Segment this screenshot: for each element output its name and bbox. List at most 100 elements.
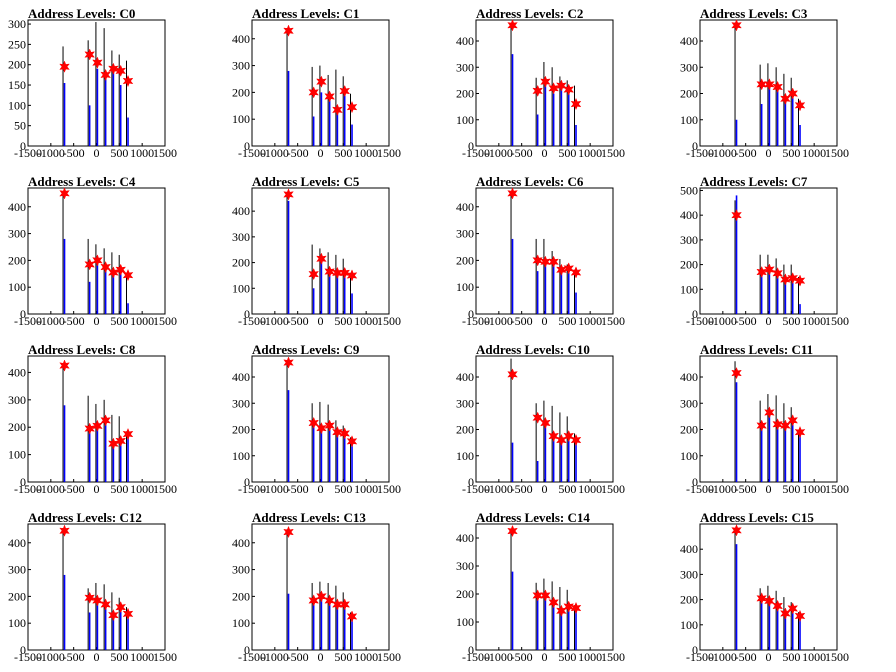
- x-tick-label: -1000: [261, 482, 289, 496]
- y-tick-label: 300: [232, 59, 250, 73]
- chart-svg: Address Levels: C4-1500-1000-500 0 500 1000…: [8, 174, 177, 328]
- peak-marker: [764, 594, 775, 608]
- x-tick-label: -1500: [14, 146, 42, 160]
- chart-panel: Address Levels: C13 -1500 -1000 -500 0 500 100…: [224, 504, 448, 672]
- peak-marker: [346, 269, 358, 282]
- peak-marker: [59, 60, 70, 73]
- x-tick-label: 0: [766, 314, 772, 328]
- x-tick-label: 1500: [825, 650, 849, 664]
- y-tick-label: 400: [456, 370, 474, 384]
- x-tick-label: 0: [318, 314, 324, 328]
- x-tick-label: -1500: [14, 314, 42, 328]
- x-tick-label: 500: [110, 314, 128, 328]
- peak-marker: [332, 103, 343, 116]
- x-tick-label: 500: [558, 314, 576, 328]
- peak-marker: [556, 604, 567, 617]
- chart-svg: Address Levels: C10-1500-1000-500 0 500 100…: [456, 342, 625, 496]
- x-tick-label: 1000: [802, 650, 826, 664]
- x-tick-label: -500: [63, 482, 85, 496]
- chart-title: Address Levels: C6: [476, 174, 584, 189]
- peak-marker: [59, 187, 70, 200]
- x-tick-label: 1500: [601, 650, 625, 664]
- plot-frame: [699, 187, 838, 315]
- x-tick-label: 0: [766, 650, 772, 664]
- y-tick-label: 100: [456, 449, 474, 463]
- y-tick-label: 200: [8, 253, 26, 267]
- peak-marker: [563, 262, 575, 275]
- x-tick-label: -1500: [686, 146, 714, 160]
- y-tick-label: 100: [232, 281, 250, 295]
- peak-marker: [556, 433, 567, 447]
- chart-title: Address Levels: C14: [476, 510, 590, 525]
- x-tick-label: -500: [63, 146, 85, 160]
- chart-panel: Address Levels: C0 -1500 -1000 -500 0 500 1000…: [0, 0, 224, 168]
- peak-marker: [316, 422, 327, 435]
- x-tick-label: 0: [542, 482, 548, 496]
- y-tick-label: 300: [456, 396, 474, 410]
- y-tick-label: 0: [692, 475, 698, 489]
- chart-panel: Address Levels: C4 -1500 -1000 -500 0 500 1000…: [0, 168, 224, 336]
- peak-marker: [59, 359, 70, 372]
- peak-marker: [332, 266, 343, 280]
- plot-frame: [27, 523, 166, 651]
- peak-marker: [787, 414, 799, 427]
- chart-title: Address Levels: C13: [252, 510, 366, 525]
- peak-marker: [756, 78, 767, 91]
- y-tick-label: 100: [680, 449, 698, 463]
- chart-panel: Address Levels: C15 -1500 -1000 -500 0 500 100…: [672, 504, 896, 672]
- y-tick-label: 400: [456, 34, 474, 48]
- x-tick-label: 1000: [802, 314, 826, 328]
- x-tick-label: 0: [766, 146, 772, 160]
- y-tick-label: 300: [232, 396, 250, 410]
- x-tick-label: -1500: [14, 650, 42, 664]
- y-tick-label: 300: [456, 559, 474, 573]
- y-tick-label: 0: [468, 307, 474, 321]
- x-tick-label: 500: [558, 482, 576, 496]
- plot-frame: [27, 187, 166, 315]
- peak-marker: [283, 525, 294, 539]
- x-tick-label: 1500: [377, 650, 401, 664]
- peak-marker: [316, 252, 327, 265]
- x-tick-label: -1500: [462, 650, 490, 664]
- y-tick-label: 200: [232, 256, 250, 270]
- x-tick-label: 1000: [578, 650, 602, 664]
- x-tick-label: 500: [334, 314, 352, 328]
- x-tick-label: 1500: [377, 146, 401, 160]
- chart-svg: Address Levels: C5-1500-1000-500 0 500 1000…: [232, 174, 401, 328]
- chart-svg: Address Levels: C2-1500-1000-500 0 500 1000…: [456, 6, 625, 160]
- x-tick-label: -1500: [238, 650, 266, 664]
- y-tick-label: 0: [244, 475, 250, 489]
- x-tick-label: -1000: [709, 314, 737, 328]
- peak-marker: [540, 589, 551, 602]
- x-tick-label: -500: [735, 146, 757, 160]
- chart-svg: Address Levels: C7-1500-1000-500 0 500 1000…: [680, 174, 849, 328]
- chart-panel: Address Levels: C9 -1500 -1000 -500 0 500 1000…: [224, 336, 448, 504]
- x-tick-label: -1000: [37, 650, 65, 664]
- chart-panel: Address Levels: C12 -1500 -1000 -500 0 500 100…: [0, 504, 224, 672]
- y-tick-label: 100: [232, 616, 250, 630]
- x-tick-label: 0: [94, 650, 100, 664]
- peak-marker: [316, 590, 327, 603]
- peak-marker: [122, 268, 134, 282]
- plot-frame: [699, 355, 838, 483]
- y-tick-label: 200: [232, 589, 250, 603]
- x-tick-label: -1000: [709, 650, 737, 664]
- peak-marker: [772, 599, 783, 613]
- x-tick-label: -1000: [37, 146, 65, 160]
- peak-marker: [570, 433, 582, 447]
- chart-title: Address Levels: C1: [252, 6, 359, 21]
- y-tick-label: 100: [8, 98, 26, 112]
- x-tick-label: -1000: [261, 314, 289, 328]
- peak-marker: [332, 425, 343, 439]
- peak-marker: [556, 79, 567, 92]
- y-tick-label: 100: [680, 113, 698, 127]
- peak-marker: [346, 610, 358, 623]
- x-tick-label: 0: [318, 650, 324, 664]
- y-tick-label: 500: [680, 183, 698, 197]
- peak-marker: [507, 19, 518, 32]
- x-tick-label: -500: [511, 146, 533, 160]
- y-tick-label: 100: [8, 448, 26, 462]
- y-tick-label: 0: [244, 643, 250, 657]
- x-tick-label: 1000: [130, 482, 154, 496]
- peak-marker: [115, 64, 127, 77]
